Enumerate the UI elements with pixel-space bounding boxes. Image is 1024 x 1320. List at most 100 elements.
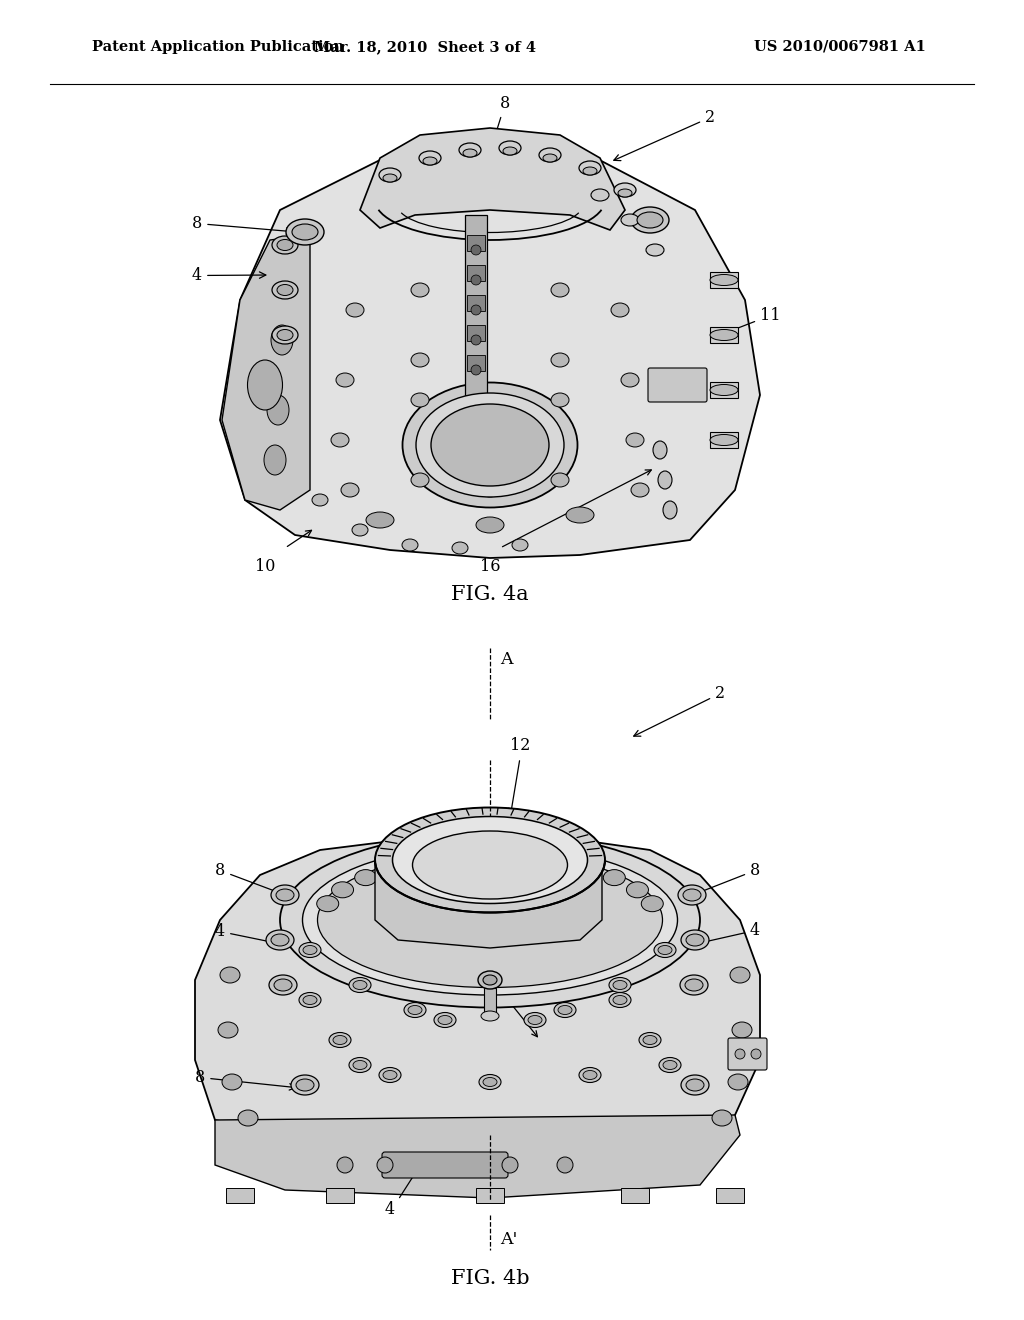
Ellipse shape <box>551 393 569 407</box>
Ellipse shape <box>583 168 597 176</box>
Ellipse shape <box>658 945 672 954</box>
Text: 8: 8 <box>694 862 760 895</box>
Text: US 2010/0067981 A1: US 2010/0067981 A1 <box>754 40 926 54</box>
Ellipse shape <box>366 512 394 528</box>
Ellipse shape <box>728 1074 748 1090</box>
Ellipse shape <box>375 808 605 912</box>
Bar <box>467 265 485 281</box>
Circle shape <box>471 366 481 375</box>
Ellipse shape <box>431 404 549 486</box>
Ellipse shape <box>379 168 401 182</box>
Ellipse shape <box>481 1011 499 1020</box>
Bar <box>476 1188 504 1203</box>
Ellipse shape <box>218 1022 238 1038</box>
Text: 8: 8 <box>195 1069 296 1090</box>
Ellipse shape <box>346 304 364 317</box>
Circle shape <box>471 275 481 285</box>
Circle shape <box>377 1158 393 1173</box>
Ellipse shape <box>292 224 318 240</box>
Ellipse shape <box>499 141 521 154</box>
Ellipse shape <box>459 850 481 866</box>
Ellipse shape <box>408 1006 422 1015</box>
Ellipse shape <box>264 445 286 475</box>
Ellipse shape <box>611 304 629 317</box>
Ellipse shape <box>349 1057 371 1072</box>
Ellipse shape <box>385 859 407 876</box>
Ellipse shape <box>402 539 418 550</box>
Ellipse shape <box>267 395 289 425</box>
Ellipse shape <box>710 384 738 396</box>
Ellipse shape <box>354 870 377 886</box>
Ellipse shape <box>271 325 293 355</box>
Bar <box>467 294 485 312</box>
Text: 4: 4 <box>640 215 650 232</box>
Text: FIG. 4a: FIG. 4a <box>452 586 528 605</box>
Ellipse shape <box>637 213 663 228</box>
Ellipse shape <box>551 282 569 297</box>
Ellipse shape <box>299 993 321 1007</box>
FancyBboxPatch shape <box>728 1038 767 1071</box>
Ellipse shape <box>499 850 521 866</box>
Polygon shape <box>360 128 625 230</box>
Ellipse shape <box>271 935 289 946</box>
Ellipse shape <box>710 275 738 285</box>
Ellipse shape <box>538 853 560 869</box>
Ellipse shape <box>479 1074 501 1089</box>
Ellipse shape <box>641 896 664 912</box>
Ellipse shape <box>402 383 578 507</box>
Ellipse shape <box>579 1068 601 1082</box>
Ellipse shape <box>566 507 594 523</box>
Ellipse shape <box>316 896 339 912</box>
Ellipse shape <box>379 1068 401 1082</box>
Ellipse shape <box>483 975 497 985</box>
Circle shape <box>471 246 481 255</box>
Ellipse shape <box>274 979 292 991</box>
Ellipse shape <box>685 979 703 991</box>
Ellipse shape <box>353 1060 367 1069</box>
Ellipse shape <box>413 832 567 899</box>
Ellipse shape <box>686 1078 705 1092</box>
Bar <box>467 325 485 341</box>
Ellipse shape <box>392 817 588 903</box>
Text: FIG. 4b: FIG. 4b <box>451 1269 529 1287</box>
Ellipse shape <box>551 352 569 367</box>
Ellipse shape <box>558 1006 572 1015</box>
Ellipse shape <box>681 931 709 950</box>
Ellipse shape <box>271 884 299 906</box>
Ellipse shape <box>627 882 648 898</box>
Ellipse shape <box>730 968 750 983</box>
Ellipse shape <box>332 882 353 898</box>
Ellipse shape <box>238 1110 258 1126</box>
Ellipse shape <box>352 524 368 536</box>
Ellipse shape <box>416 393 564 498</box>
Ellipse shape <box>654 942 676 957</box>
Bar <box>621 1188 649 1203</box>
Polygon shape <box>220 148 760 558</box>
Ellipse shape <box>609 978 631 993</box>
Ellipse shape <box>411 393 429 407</box>
Bar <box>467 235 485 251</box>
Ellipse shape <box>583 1071 597 1080</box>
Polygon shape <box>375 861 602 948</box>
Ellipse shape <box>539 148 561 162</box>
Bar <box>465 215 487 400</box>
Ellipse shape <box>286 219 324 246</box>
Ellipse shape <box>272 281 298 300</box>
Ellipse shape <box>383 174 397 182</box>
Text: 4: 4 <box>665 921 760 953</box>
Ellipse shape <box>710 434 738 446</box>
Text: A: A <box>500 652 512 668</box>
Ellipse shape <box>317 853 663 987</box>
FancyBboxPatch shape <box>648 368 707 403</box>
FancyBboxPatch shape <box>382 1152 508 1177</box>
Ellipse shape <box>686 935 705 946</box>
Bar <box>226 1188 254 1203</box>
Ellipse shape <box>272 326 298 345</box>
Ellipse shape <box>732 1022 752 1038</box>
Ellipse shape <box>476 517 504 533</box>
Text: 4: 4 <box>215 923 316 953</box>
Ellipse shape <box>383 1071 397 1080</box>
Text: 4: 4 <box>385 1201 395 1218</box>
Ellipse shape <box>653 441 667 459</box>
Ellipse shape <box>712 1110 732 1126</box>
